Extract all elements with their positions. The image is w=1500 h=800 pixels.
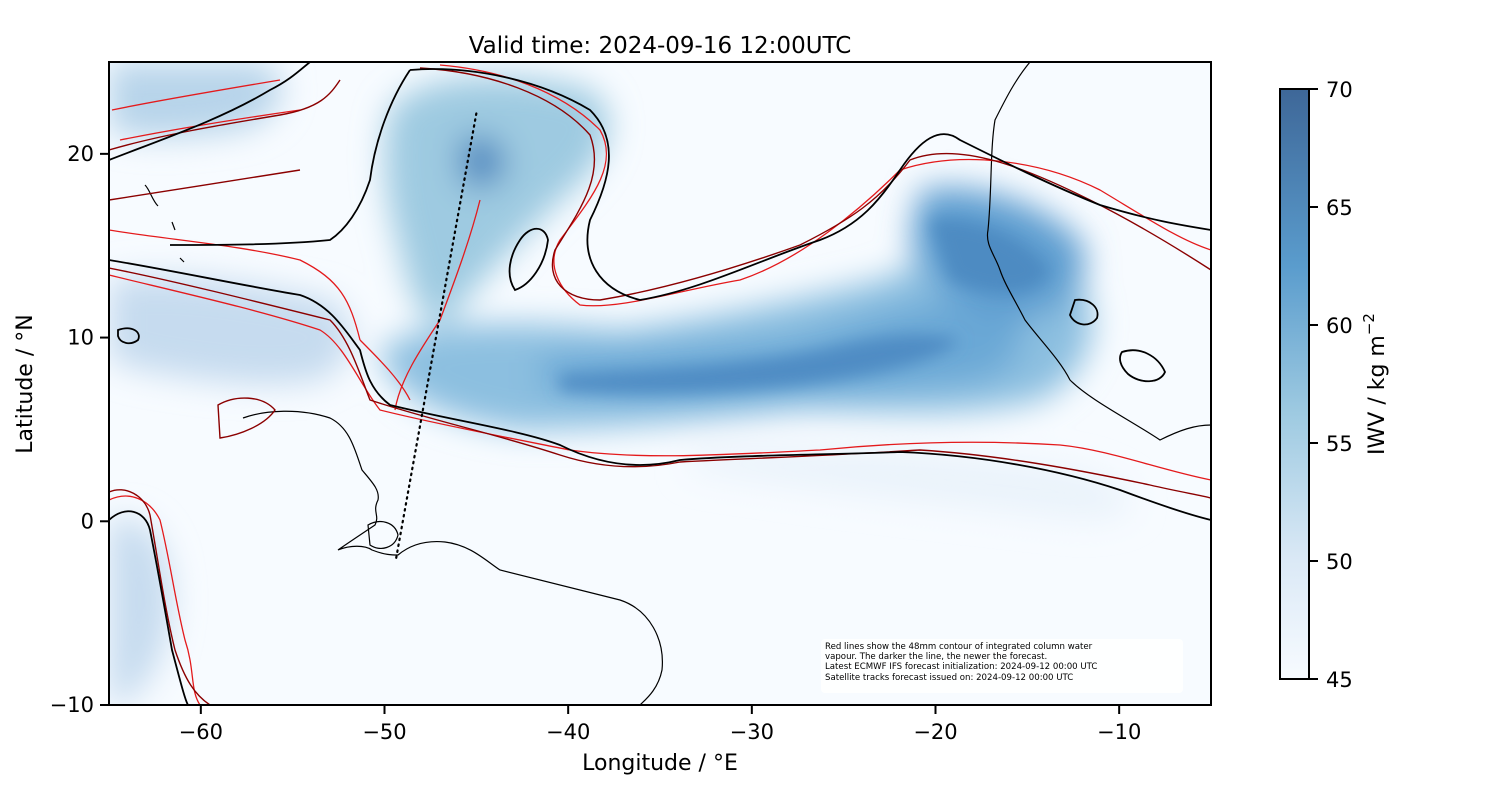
colorbar xyxy=(1279,88,1310,680)
marajo-island xyxy=(367,521,399,549)
south-america-coast xyxy=(242,410,663,705)
x-tick-label: −60 xyxy=(179,720,223,744)
satellite-track xyxy=(394,112,478,563)
x-tick-label: −50 xyxy=(362,720,406,744)
colorbar-tick-label: 70 xyxy=(1326,78,1353,102)
contour-old-south xyxy=(109,274,1211,481)
colorbar-tick-label: 65 xyxy=(1326,196,1353,220)
contour-mid-south xyxy=(109,267,1211,499)
annotation-line-3: Latest ECMWF IFS forecast initialization… xyxy=(825,662,1098,673)
contour-new-blob-2 xyxy=(1119,349,1166,383)
west-africa-coast xyxy=(986,62,1211,441)
map-title: Valid time: 2024-09-16 12:00UTC xyxy=(469,33,852,59)
contours-old xyxy=(109,64,1211,705)
y-tick-label: 10 xyxy=(67,326,94,350)
x-axis-ticks: −60 −50 −40 −30 −20 −10 xyxy=(179,705,1141,744)
contour-new-sa xyxy=(109,510,189,705)
contour-new-inlet xyxy=(508,227,549,292)
annotation-box: Red lines show the 48mm contour of integ… xyxy=(821,639,1183,693)
contour-new-blob-1 xyxy=(1069,298,1099,326)
colorbar-tick-label: 45 xyxy=(1326,668,1353,692)
contour-new-north xyxy=(409,68,1211,301)
map-frame xyxy=(108,61,1212,706)
contour-mid-gulf xyxy=(217,397,276,439)
contour-mid-nw xyxy=(109,79,341,201)
annotation-line-4: Satellite tracks forecast issued on: 202… xyxy=(825,672,1074,683)
annotation-line-1: Red lines show the 48mm contour of integ… xyxy=(825,642,1093,652)
contour-mid-north xyxy=(419,67,1211,301)
contours-mid xyxy=(109,67,1211,705)
x-tick-label: −20 xyxy=(913,720,957,744)
colorbar-tick-label: 55 xyxy=(1326,432,1353,456)
y-tick-label: −10 xyxy=(50,693,94,717)
contour-new-south xyxy=(109,259,1211,521)
contour-new-west-lobe xyxy=(169,69,411,246)
colorbar-label-text: IWV / kg m xyxy=(1365,335,1390,455)
y-tick-label: 20 xyxy=(67,142,94,166)
map-area xyxy=(109,62,1211,705)
contour-mid-sa xyxy=(109,489,211,705)
iwv-core-band xyxy=(560,334,960,394)
colorbar-label-exponent: −2 xyxy=(1360,313,1378,335)
colorbar-tick-label: 60 xyxy=(1326,314,1353,338)
contour-old-west xyxy=(109,229,411,401)
annotation-line-2: vapour. The darker the line, the newer t… xyxy=(825,652,1048,663)
y-axis-ticks: 20 10 0 −10 xyxy=(50,142,109,717)
colorbar-label: IWV / kg m−2 xyxy=(1360,313,1390,455)
x-tick-label: −30 xyxy=(730,720,774,744)
x-axis-label: Longitude / °E xyxy=(582,751,738,776)
contour-old-north xyxy=(439,64,1211,307)
iwv-core-east xyxy=(930,219,1050,294)
y-axis-label: Latitude / °N xyxy=(13,314,38,453)
y-tick-label: 0 xyxy=(81,509,94,533)
contour-old-nw xyxy=(111,79,301,141)
contours-new xyxy=(109,62,1211,705)
contour-new-island xyxy=(117,327,140,345)
colorbar-tick-label: 50 xyxy=(1326,550,1353,574)
colorbar-ticks: 70 65 60 55 50 45 xyxy=(1309,78,1353,692)
x-tick-label: −10 xyxy=(1097,720,1141,744)
caribbean-islands xyxy=(144,184,185,263)
contour-new-nw xyxy=(109,62,311,161)
x-tick-label: −40 xyxy=(546,720,590,744)
coastlines xyxy=(144,62,1211,705)
